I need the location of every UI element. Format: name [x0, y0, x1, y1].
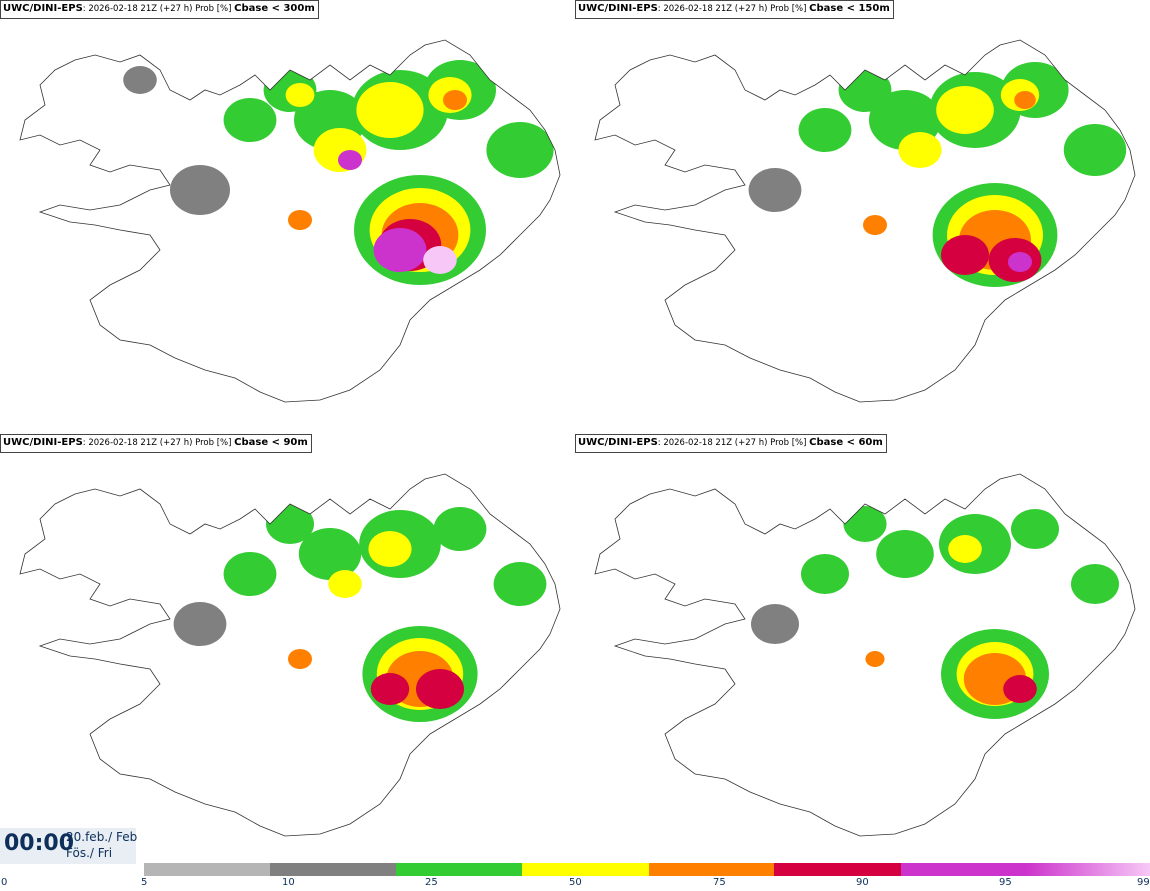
- probability-shading: [123, 60, 554, 285]
- map-panel-3: UWC/DINI-EPS: 2026-02-18 21Z (+27 h) Pro…: [0, 434, 575, 864]
- probability-map: [594, 39, 1136, 403]
- map-panel-4: UWC/DINI-EPS: 2026-02-18 21Z (+27 h) Pro…: [575, 434, 1150, 864]
- probability-area: [298, 528, 362, 580]
- colorbar-segment: [1026, 863, 1150, 876]
- probability-area: [368, 531, 412, 567]
- colorbar-segment: [522, 863, 649, 876]
- colorbar-segment: [144, 863, 271, 876]
- probability-area: [936, 86, 994, 134]
- probability-area: [223, 98, 277, 142]
- probability-area: [370, 673, 410, 705]
- probability-area: [941, 235, 989, 275]
- probability-area: [898, 132, 942, 168]
- probability-area: [948, 535, 982, 563]
- probability-area: [1071, 564, 1119, 604]
- colorbar-tick: 25: [425, 877, 438, 888]
- colorbar-segment: [900, 863, 1027, 876]
- probability-area: [493, 562, 547, 606]
- coastline: [19, 39, 561, 403]
- colorbar-tick: 50: [569, 877, 582, 888]
- probability-area: [373, 228, 427, 272]
- map-panel-1: UWC/DINI-EPS: 2026-02-18 21Z (+27 h) Pro…: [0, 0, 575, 430]
- probability-area: [328, 570, 362, 598]
- map-panel-2: UWC/DINI-EPS: 2026-02-18 21Z (+27 h) Pro…: [575, 0, 1150, 430]
- colorbar-tick: 10: [282, 877, 295, 888]
- colorbar-tick: 5: [141, 877, 148, 888]
- probability-area: [1063, 124, 1127, 176]
- colorbar-segment: [648, 863, 775, 876]
- colorbar-segment: [774, 863, 901, 876]
- panel-title: UWC/DINI-EPS: 2026-02-18 21Z (+27 h) Pro…: [575, 434, 887, 453]
- panel-title: UWC/DINI-EPS: 2026-02-18 21Z (+27 h) Pro…: [0, 0, 319, 19]
- probability-area: [338, 150, 362, 170]
- colorbar-tick: 95: [999, 877, 1012, 888]
- probability-map: [19, 39, 561, 403]
- probability-area: [433, 507, 487, 551]
- probability-area: [288, 649, 312, 669]
- probability-shading: [173, 504, 547, 722]
- probability-area: [1008, 252, 1032, 272]
- probability-area: [876, 530, 934, 578]
- probability-area: [1014, 91, 1036, 109]
- colorbar-segment: [395, 863, 523, 876]
- colorbar-segment: [270, 863, 396, 876]
- panel-title: UWC/DINI-EPS: 2026-02-18 21Z (+27 h) Pro…: [575, 0, 894, 19]
- colorbar: [144, 863, 1150, 876]
- probability-area: [173, 602, 227, 646]
- valid-time-box: [0, 828, 136, 864]
- colorbar-tick: 90: [856, 877, 869, 888]
- probability-area: [416, 669, 464, 709]
- probability-area: [285, 83, 315, 107]
- probability-area: [423, 246, 457, 274]
- panel-title: UWC/DINI-EPS: 2026-02-18 21Z (+27 h) Pro…: [0, 434, 312, 453]
- probability-area: [751, 604, 799, 644]
- coastline: [19, 473, 561, 837]
- probability-area: [356, 82, 424, 138]
- probability-area: [170, 165, 230, 215]
- colorbar-tick: 99: [1137, 877, 1150, 888]
- colorbar-tick: 75: [713, 877, 726, 888]
- colorbar-tick: 0: [1, 877, 8, 888]
- probability-area: [1011, 509, 1059, 549]
- valid-time-clock: 00:00: [4, 831, 75, 856]
- probability-area: [798, 108, 852, 152]
- probability-area: [863, 215, 887, 235]
- probability-map: [594, 473, 1136, 837]
- probability-map: [19, 473, 561, 837]
- probability-shading: [748, 62, 1127, 287]
- probability-area: [801, 554, 849, 594]
- probability-area: [865, 651, 885, 667]
- probability-area: [486, 122, 554, 178]
- probability-area: [1003, 675, 1037, 703]
- probability-area: [288, 210, 312, 230]
- probability-area: [123, 66, 157, 94]
- coastline: [594, 39, 1136, 403]
- valid-date: 20.feb./ Feb: [66, 830, 138, 844]
- coastline: [594, 473, 1136, 837]
- probability-area: [223, 552, 277, 596]
- valid-weekday: Fös./ Fri: [66, 846, 113, 860]
- probability-area: [443, 90, 467, 110]
- probability-area: [748, 168, 802, 212]
- probability-shading: [751, 506, 1119, 719]
